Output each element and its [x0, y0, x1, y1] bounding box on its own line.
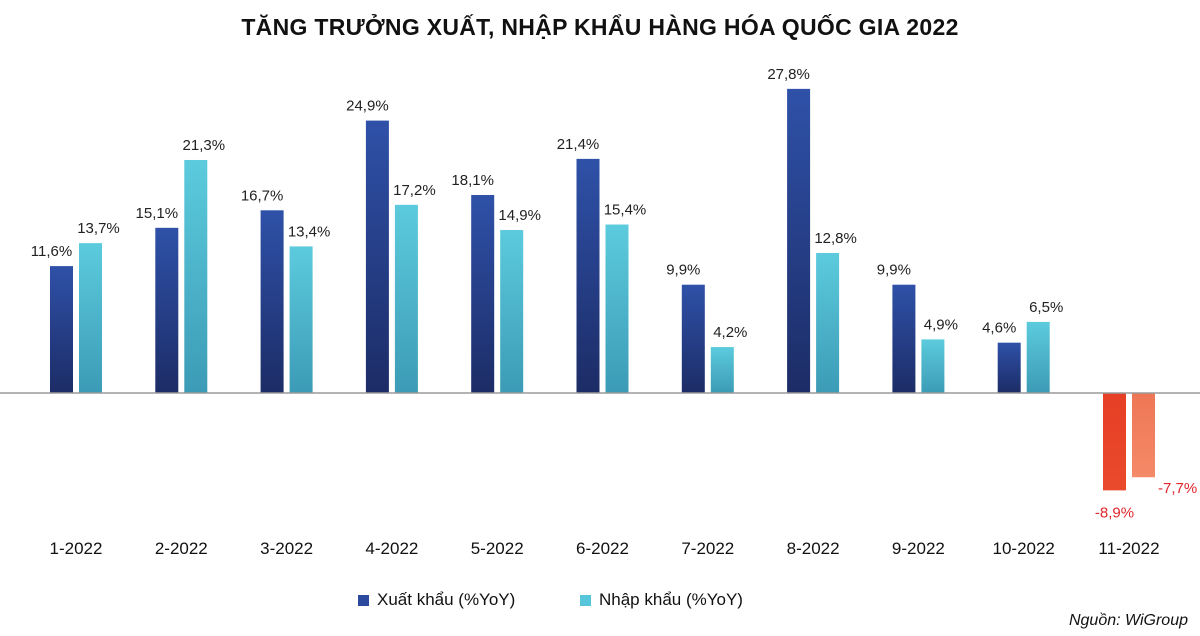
legend-label-export: Xuất khẩu (%YoY) — [377, 590, 516, 609]
import-bar — [1132, 393, 1155, 478]
import-bar — [710, 347, 734, 393]
export-bar — [471, 194, 495, 393]
export-value-label: 18,1% — [451, 172, 494, 189]
export-bar — [787, 88, 811, 394]
import-value-label: 17,2% — [393, 182, 436, 199]
export-value-label: 15,1% — [136, 205, 179, 222]
x-tick-label: 10-2022 — [993, 539, 1055, 558]
import-bar — [1026, 321, 1050, 393]
export-bar — [892, 284, 916, 393]
import-bar — [394, 204, 418, 393]
x-tick-label: 4-2022 — [365, 539, 418, 558]
x-tick-label: 5-2022 — [471, 539, 524, 558]
export-value-label: 4,6% — [982, 320, 1016, 337]
x-tick-label: 1-2022 — [50, 539, 103, 558]
export-bar — [997, 342, 1021, 393]
export-value-label: 21,4% — [557, 136, 600, 153]
source-note: Nguồn: WiGroup — [1068, 612, 1188, 629]
export-bar — [576, 158, 600, 393]
x-tick-label: 6-2022 — [576, 539, 629, 558]
x-tick-label: 2-2022 — [155, 539, 208, 558]
import-value-label: 6,5% — [1029, 299, 1063, 316]
import-value-label: 13,7% — [77, 220, 120, 237]
x-tick-label: 11-2022 — [1098, 539, 1159, 558]
import-value-label: 21,3% — [183, 137, 226, 154]
export-value-label: 27,8% — [767, 66, 810, 83]
import-bar — [500, 229, 524, 393]
export-bar — [50, 266, 73, 393]
x-tick-label: 3-2022 — [260, 539, 313, 558]
export-value-label: -8,9% — [1095, 504, 1134, 521]
import-bar — [605, 224, 629, 393]
legend-label-import: Nhập khẩu (%YoY) — [599, 590, 743, 609]
export-bar — [260, 210, 284, 393]
export-value-label: 24,9% — [346, 98, 389, 115]
export-bar — [155, 227, 179, 393]
legend-item-export: Xuất khẩu (%YoY) — [358, 590, 515, 610]
import-bar — [289, 246, 313, 393]
legend-swatch-import — [580, 594, 591, 606]
import-value-label: 15,4% — [604, 202, 647, 219]
export-bar — [365, 120, 389, 394]
import-value-label: 13,4% — [288, 223, 331, 240]
import-bar — [921, 339, 945, 393]
export-value-label: 11,6% — [31, 243, 72, 260]
import-value-label: -7,7% — [1158, 480, 1197, 497]
import-value-label: 14,9% — [498, 207, 541, 224]
import-bar — [79, 243, 102, 393]
legend-swatch-export — [358, 594, 369, 606]
export-value-label: 9,9% — [877, 262, 911, 279]
export-bar — [681, 284, 705, 393]
x-tick-label: 8-2022 — [787, 539, 840, 558]
export-value-label: 16,7% — [241, 187, 284, 204]
chart-title: TĂNG TRƯỞNG XUẤT, NHẬP KHẨU HÀNG HÓA QUỐ… — [241, 14, 959, 40]
export-value-label: 9,9% — [666, 262, 700, 279]
legend-item-import: Nhập khẩu (%YoY) — [580, 590, 743, 610]
import-value-label: 12,8% — [814, 230, 857, 247]
import-value-label: 4,2% — [713, 324, 747, 341]
import-bar — [816, 252, 840, 393]
import-bar — [184, 159, 208, 393]
import-value-label: 4,9% — [924, 316, 958, 333]
x-tick-label: 7-2022 — [681, 539, 734, 558]
export-bar — [1103, 393, 1126, 491]
x-tick-label: 9-2022 — [892, 539, 945, 558]
